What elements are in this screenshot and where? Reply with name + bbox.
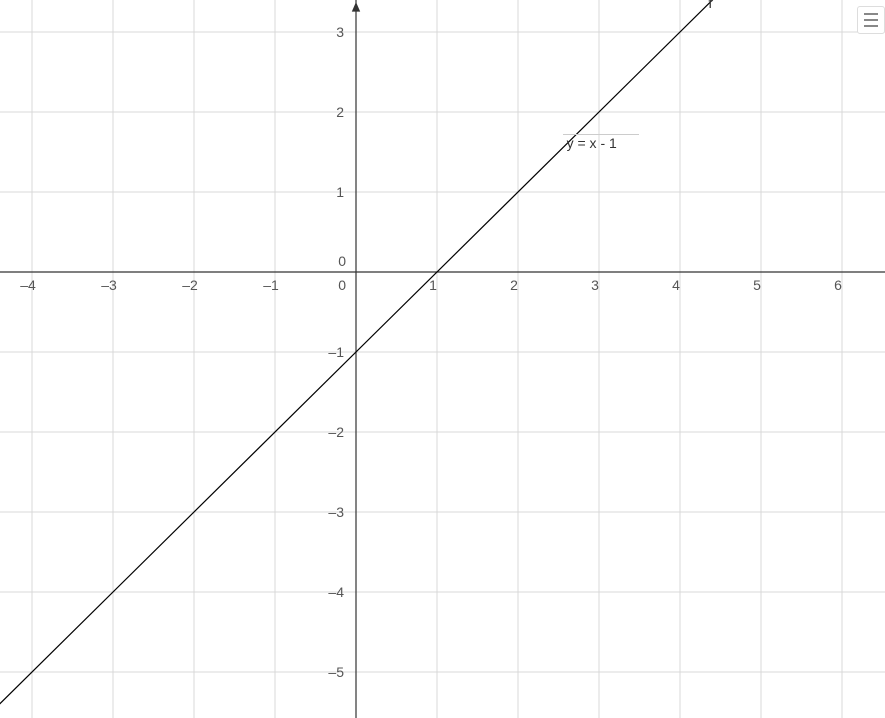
y-tick-label: –4 bbox=[328, 584, 344, 600]
plot-svg: –4–3–2–1123456–5–4–3–2–112300fy = x - 1 bbox=[0, 0, 885, 718]
graph-plot[interactable]: –4–3–2–1123456–5–4–3–2–112300fy = x - 1 bbox=[0, 0, 885, 718]
y-tick-label: 1 bbox=[336, 184, 344, 200]
y-tick-label: –5 bbox=[328, 664, 344, 680]
function-line bbox=[0, 0, 883, 712]
menu-icon[interactable] bbox=[857, 6, 885, 34]
x-tick-label: 2 bbox=[510, 277, 518, 293]
x-tick-label: 3 bbox=[591, 277, 599, 293]
x-tick-label: 4 bbox=[672, 277, 680, 293]
y-tick-label: –2 bbox=[328, 424, 344, 440]
x-tick-label: 5 bbox=[753, 277, 761, 293]
menu-bar bbox=[864, 25, 878, 27]
x-tick-label: –2 bbox=[182, 277, 198, 293]
origin-label-y: 0 bbox=[338, 253, 346, 269]
y-tick-label: 2 bbox=[336, 104, 344, 120]
menu-bar bbox=[864, 19, 878, 21]
equation-label: y = x - 1 bbox=[567, 135, 617, 151]
x-tick-label: 6 bbox=[834, 277, 842, 293]
y-tick-label: –3 bbox=[328, 504, 344, 520]
y-tick-label: –1 bbox=[328, 344, 344, 360]
menu-bar bbox=[864, 13, 878, 15]
y-tick-label: 3 bbox=[336, 24, 344, 40]
origin-label: 0 bbox=[338, 277, 346, 293]
x-tick-label: –3 bbox=[101, 277, 117, 293]
equation-underline bbox=[563, 134, 640, 135]
function-name-label: f bbox=[708, 0, 712, 11]
x-tick-label: –1 bbox=[263, 277, 279, 293]
x-tick-label: –4 bbox=[20, 277, 36, 293]
